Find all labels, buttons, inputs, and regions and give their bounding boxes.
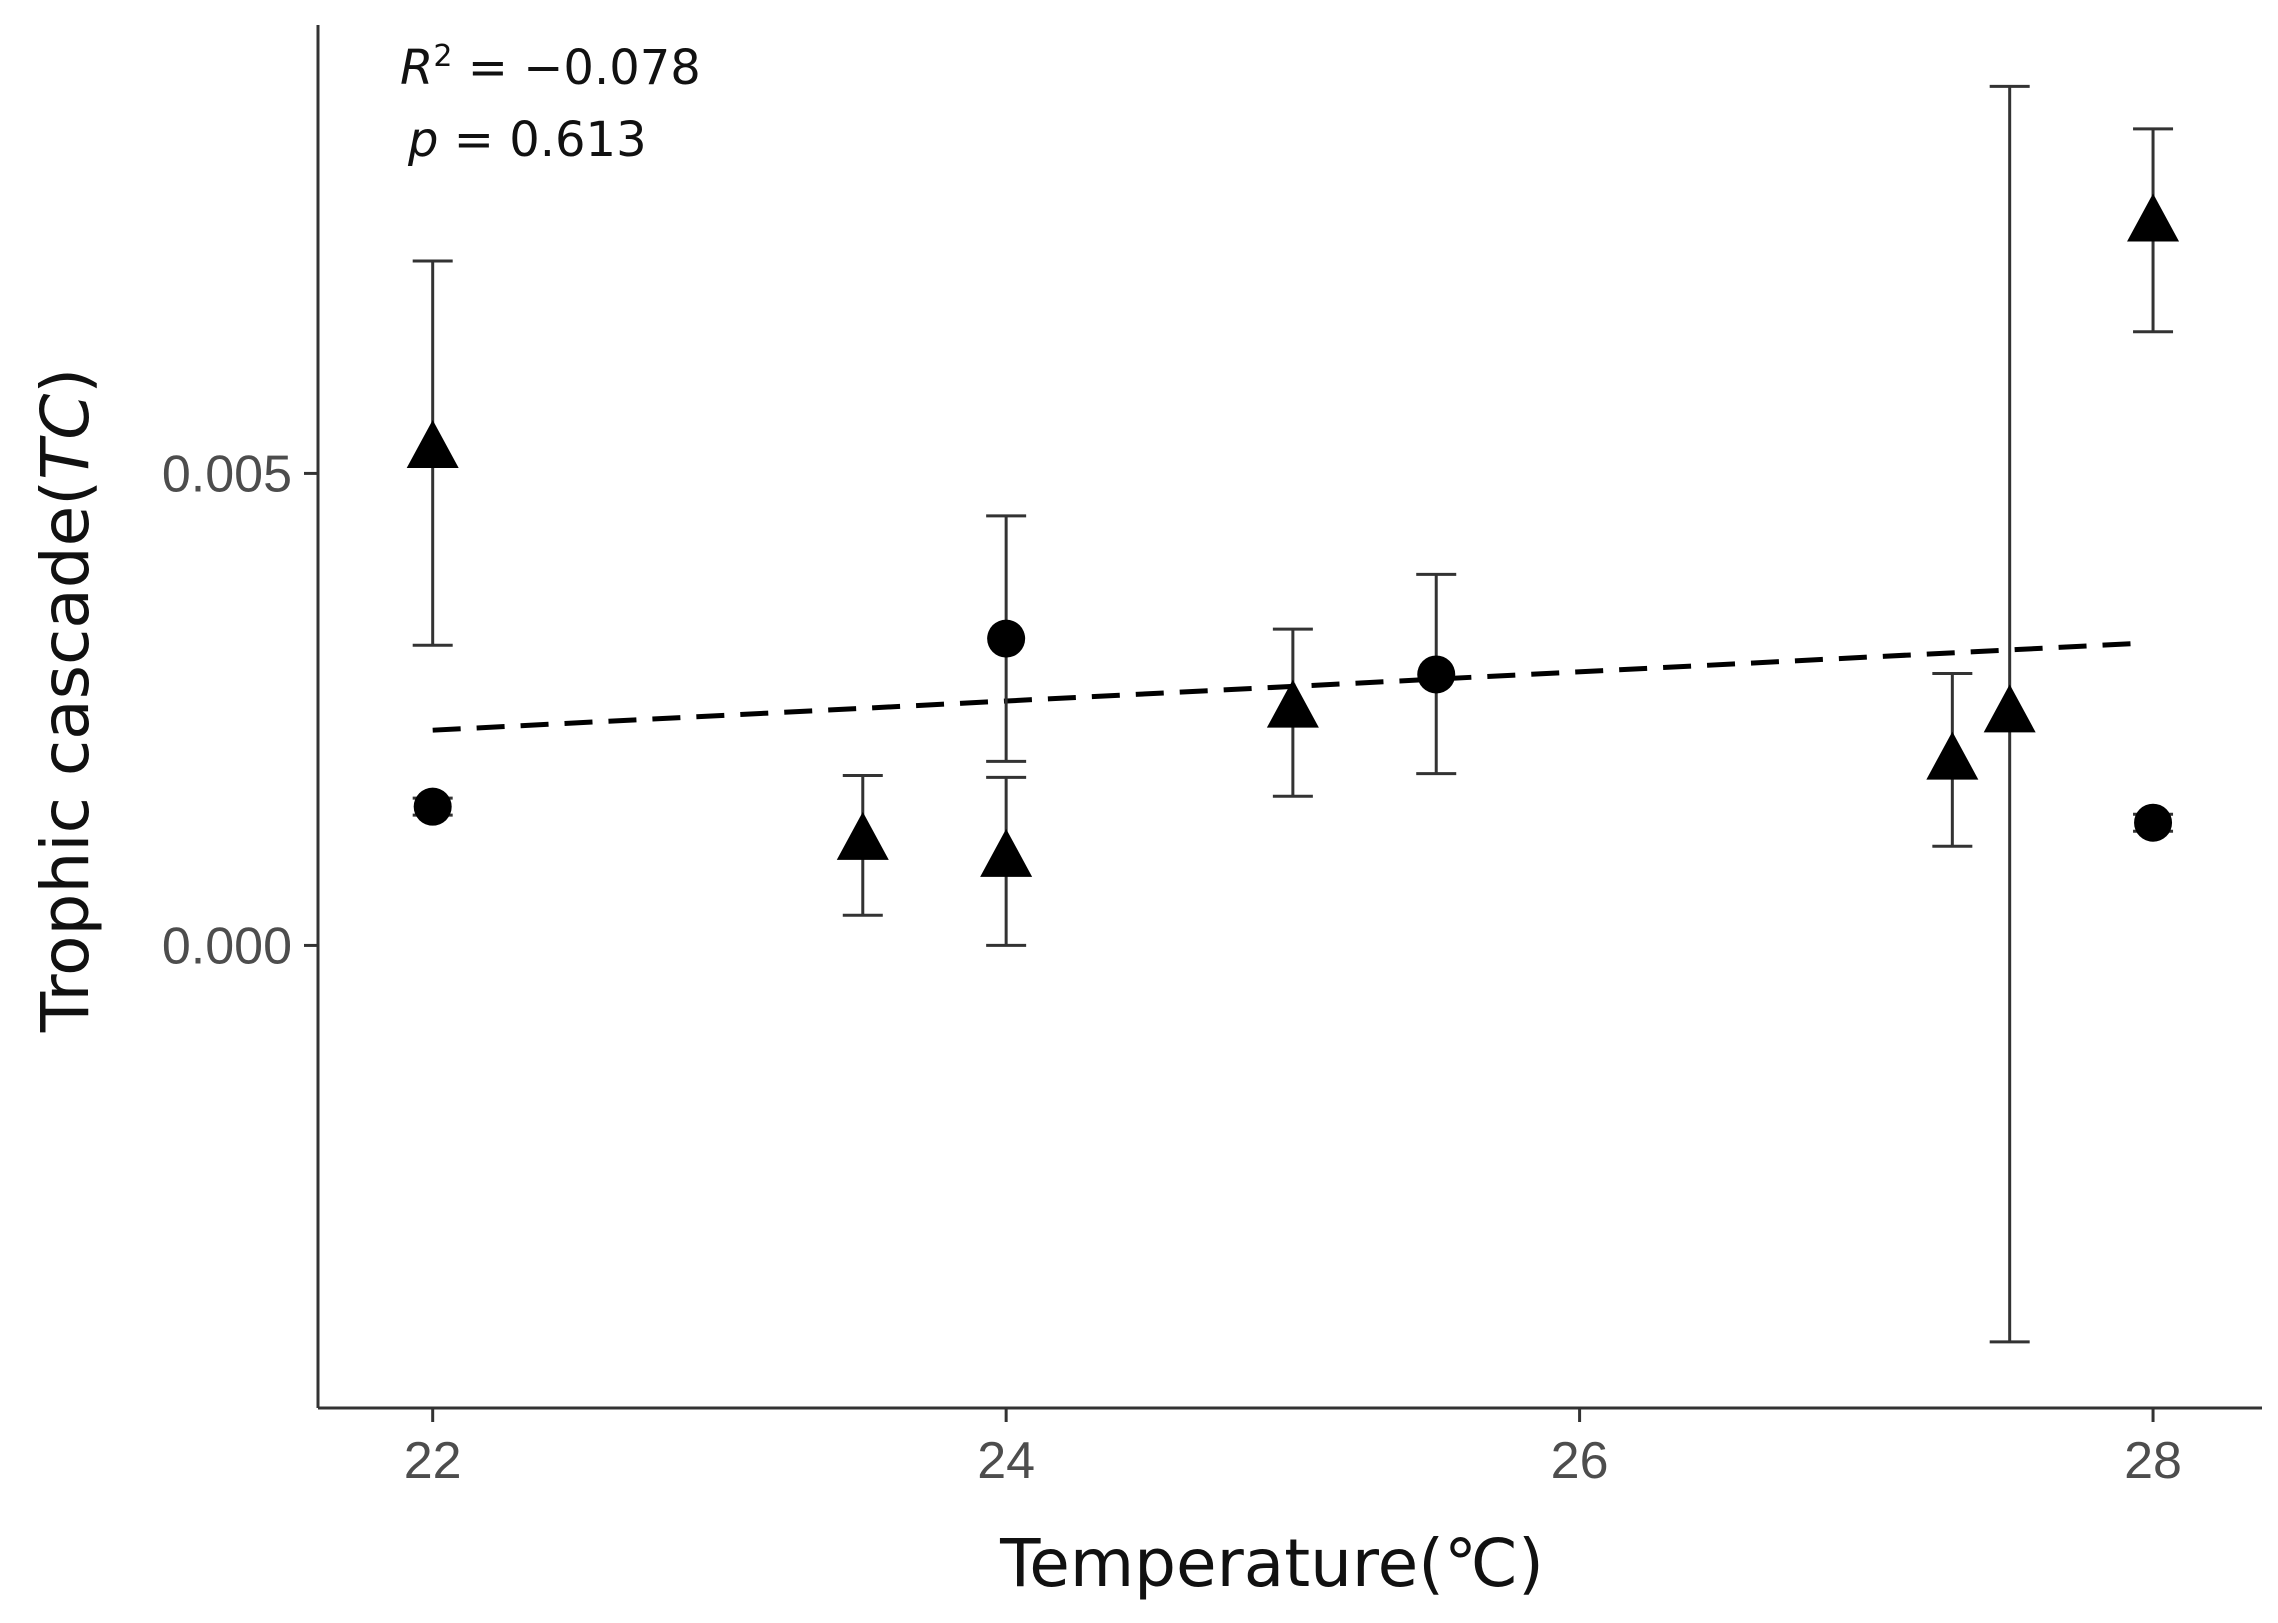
y-tick-label: 0.000	[162, 917, 292, 975]
circle-point	[2134, 803, 2173, 842]
triangle-point	[1983, 684, 2036, 733]
triangle-point	[1926, 731, 1979, 780]
triangle-point	[1266, 679, 1319, 728]
y-axis-title-symbol: TC	[27, 394, 104, 480]
x-tick-label: 28	[2124, 1432, 2182, 1490]
r-squared-value: = −0.078	[452, 40, 700, 96]
triangle-point	[836, 811, 889, 860]
x-tick-label: 22	[404, 1432, 462, 1490]
triangle-point	[2127, 193, 2180, 242]
y-axis-title-main: Trophic cascade(	[27, 480, 104, 1033]
p-value-annotation: p = 0.613	[407, 112, 647, 168]
y-tick-label: 0.005	[162, 445, 292, 503]
x-axis-title: Temperature(℃)	[999, 1525, 1544, 1602]
circle-point	[987, 619, 1026, 658]
r-squared-annotation: R2 = −0.078	[400, 39, 701, 96]
y-axis-title-close: )	[27, 368, 104, 394]
r-squared-superscript: 2	[433, 39, 452, 74]
y-axis-title: Trophic cascade(TC)	[27, 368, 104, 1033]
p-symbol: p	[407, 112, 438, 168]
data-markers	[406, 193, 2180, 877]
x-tick-label: 26	[1551, 1432, 1609, 1490]
circle-point	[413, 787, 452, 826]
circle-point	[1417, 655, 1456, 694]
plot-area	[316, 25, 2262, 1410]
triangle-point	[980, 828, 1033, 877]
triangle-point	[406, 420, 459, 469]
r-squared-symbol: R	[400, 40, 433, 96]
axis-ticks: 22 24 26 28 0.000 0.005	[162, 445, 2182, 1490]
x-tick-label: 24	[977, 1432, 1035, 1490]
fit-line-group	[432, 640, 2139, 733]
regression-line	[432, 640, 2139, 733]
p-value: = 0.613	[438, 112, 646, 168]
